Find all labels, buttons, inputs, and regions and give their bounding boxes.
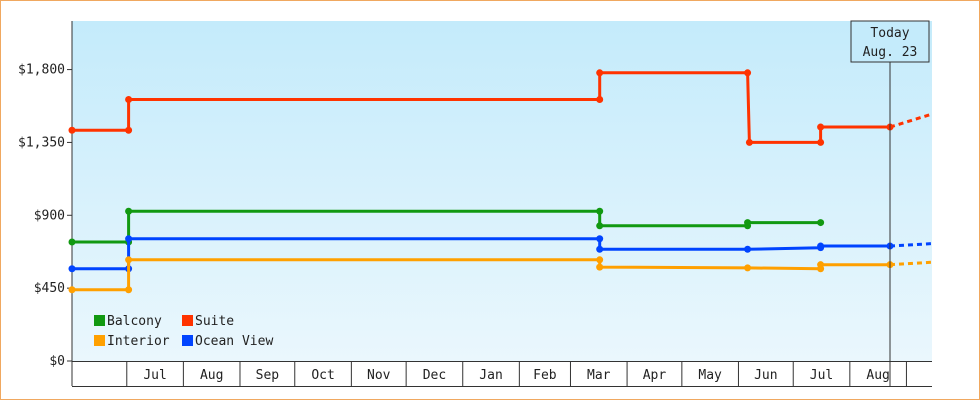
legend-swatch-suite (182, 315, 193, 326)
series-projection-suite (889, 112, 933, 129)
series-point-interior (596, 256, 604, 264)
y-tick-label: $1,800 (18, 63, 65, 78)
series-projection-ocean-view (889, 242, 933, 248)
y-tick-label: $1,350 (18, 135, 65, 150)
series-point-ocean-view (817, 242, 825, 250)
x-tick-label: Aug (200, 368, 223, 383)
today-date-label: Aug. 23 (863, 45, 918, 60)
x-tick-label: Oct (311, 368, 334, 383)
today-label-box (850, 20, 930, 63)
legend-label-balcony: Balcony (107, 314, 162, 329)
series-point-suite (68, 126, 76, 134)
x-tick-label: Feb (533, 368, 557, 383)
series-point-ocean-view (125, 235, 133, 243)
series-point-balcony (744, 219, 752, 227)
series-point-ocean-view (744, 245, 752, 253)
x-tick-label: May (698, 368, 722, 383)
legend-swatch-interior (94, 335, 105, 346)
series-point-interior (596, 263, 604, 271)
x-tick-label: Jun (754, 368, 777, 383)
series-point-suite (125, 126, 133, 134)
series-point-interior (817, 261, 825, 269)
x-tick-label: Apr (643, 368, 667, 383)
series-point-ocean-view (596, 245, 604, 253)
today-label: Today (870, 26, 909, 41)
x-tick-label: Jul (810, 368, 833, 383)
x-tick-label: Dec (423, 368, 446, 383)
legend-swatch-ocean-view (182, 335, 193, 346)
series-projection-interior (889, 260, 933, 267)
x-tick-label: Nov (367, 368, 391, 383)
series-point-interior (68, 286, 76, 294)
legend-label-interior: Interior (107, 334, 170, 349)
legend-swatch-balcony (94, 315, 105, 326)
series-point-balcony (817, 219, 825, 227)
legend-label-ocean-view: Ocean View (195, 334, 273, 349)
series-point-balcony (125, 207, 133, 215)
series-point-balcony (68, 238, 76, 246)
series-point-ocean-view (68, 265, 76, 273)
x-tick-label: Mar (587, 368, 611, 383)
series-point-suite (817, 123, 825, 131)
series-point-suite (817, 138, 825, 146)
series-line-suite (72, 71, 890, 144)
x-tick-label: Jul (143, 368, 166, 383)
series-point-interior (125, 256, 133, 264)
series-point-suite (125, 96, 133, 104)
x-tick-label: Sep (256, 368, 280, 383)
series-point-suite (744, 69, 752, 77)
series-point-balcony (596, 222, 604, 230)
series-point-suite (596, 69, 604, 77)
x-tick-label: Aug (866, 368, 889, 383)
y-tick-label: $450 (34, 281, 65, 296)
series-point-ocean-view (596, 235, 604, 243)
plot-background (72, 21, 932, 361)
series-point-suite (596, 96, 604, 104)
series-point-suite (745, 138, 753, 146)
y-tick-label: $0 (49, 354, 65, 369)
x-tick-label: Jan (479, 368, 502, 383)
series-point-interior (125, 286, 133, 294)
series-point-interior (744, 264, 752, 272)
legend-label-suite: Suite (195, 314, 234, 329)
y-tick-label: $900 (34, 208, 65, 223)
series-point-balcony (596, 207, 604, 215)
